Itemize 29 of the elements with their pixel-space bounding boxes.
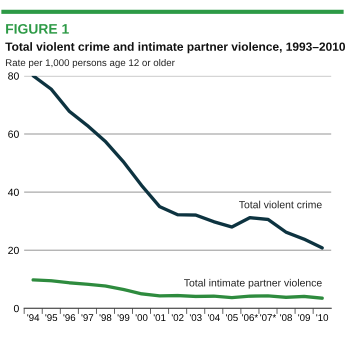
x-tick-label: '02 bbox=[172, 314, 184, 322]
x-tick-label: '96 bbox=[63, 314, 76, 322]
x-tick-label: '09 bbox=[298, 314, 310, 322]
y-tick-label: 20 bbox=[8, 246, 19, 254]
line-series bbox=[32, 76, 324, 250]
x-tick-label: '00 bbox=[136, 314, 148, 322]
y-tick-label: 80 bbox=[8, 72, 19, 80]
x-tick-label: '01 bbox=[154, 314, 166, 322]
x-tick-label: '07* bbox=[260, 314, 276, 322]
x-tick-label: '10 bbox=[316, 314, 328, 322]
y-tick-label: 0 bbox=[14, 304, 19, 312]
x-tick-label: '04 bbox=[208, 314, 220, 322]
x-tick-label: '95 bbox=[45, 314, 58, 322]
x-tick-label: '98 bbox=[100, 314, 112, 322]
x-tick-label: '99 bbox=[118, 314, 130, 322]
x-tick-label: '94 bbox=[27, 314, 40, 322]
x-tick-label: '97 bbox=[82, 314, 94, 322]
series-label: Total intimate partner violence bbox=[184, 278, 322, 289]
y-tick-label: 40 bbox=[8, 188, 19, 196]
x-tick-label: '08 bbox=[280, 314, 292, 322]
x-tick-label: '03 bbox=[190, 314, 202, 322]
series-label: Total violent crime bbox=[239, 200, 322, 208]
y-axis-title: Rate per 1,000 persons age 12 or older bbox=[6, 58, 175, 68]
chart-title: Total violent crime and intimate partner violence, 1993–2010 bbox=[5, 42, 345, 54]
y-tick-label: 60 bbox=[8, 130, 19, 138]
x-tick-label: '06* bbox=[242, 314, 258, 322]
chart-subtitle: FIGURE 1 bbox=[6, 24, 69, 34]
line-series bbox=[32, 278, 324, 300]
x-tick-label: '05 bbox=[226, 314, 238, 322]
